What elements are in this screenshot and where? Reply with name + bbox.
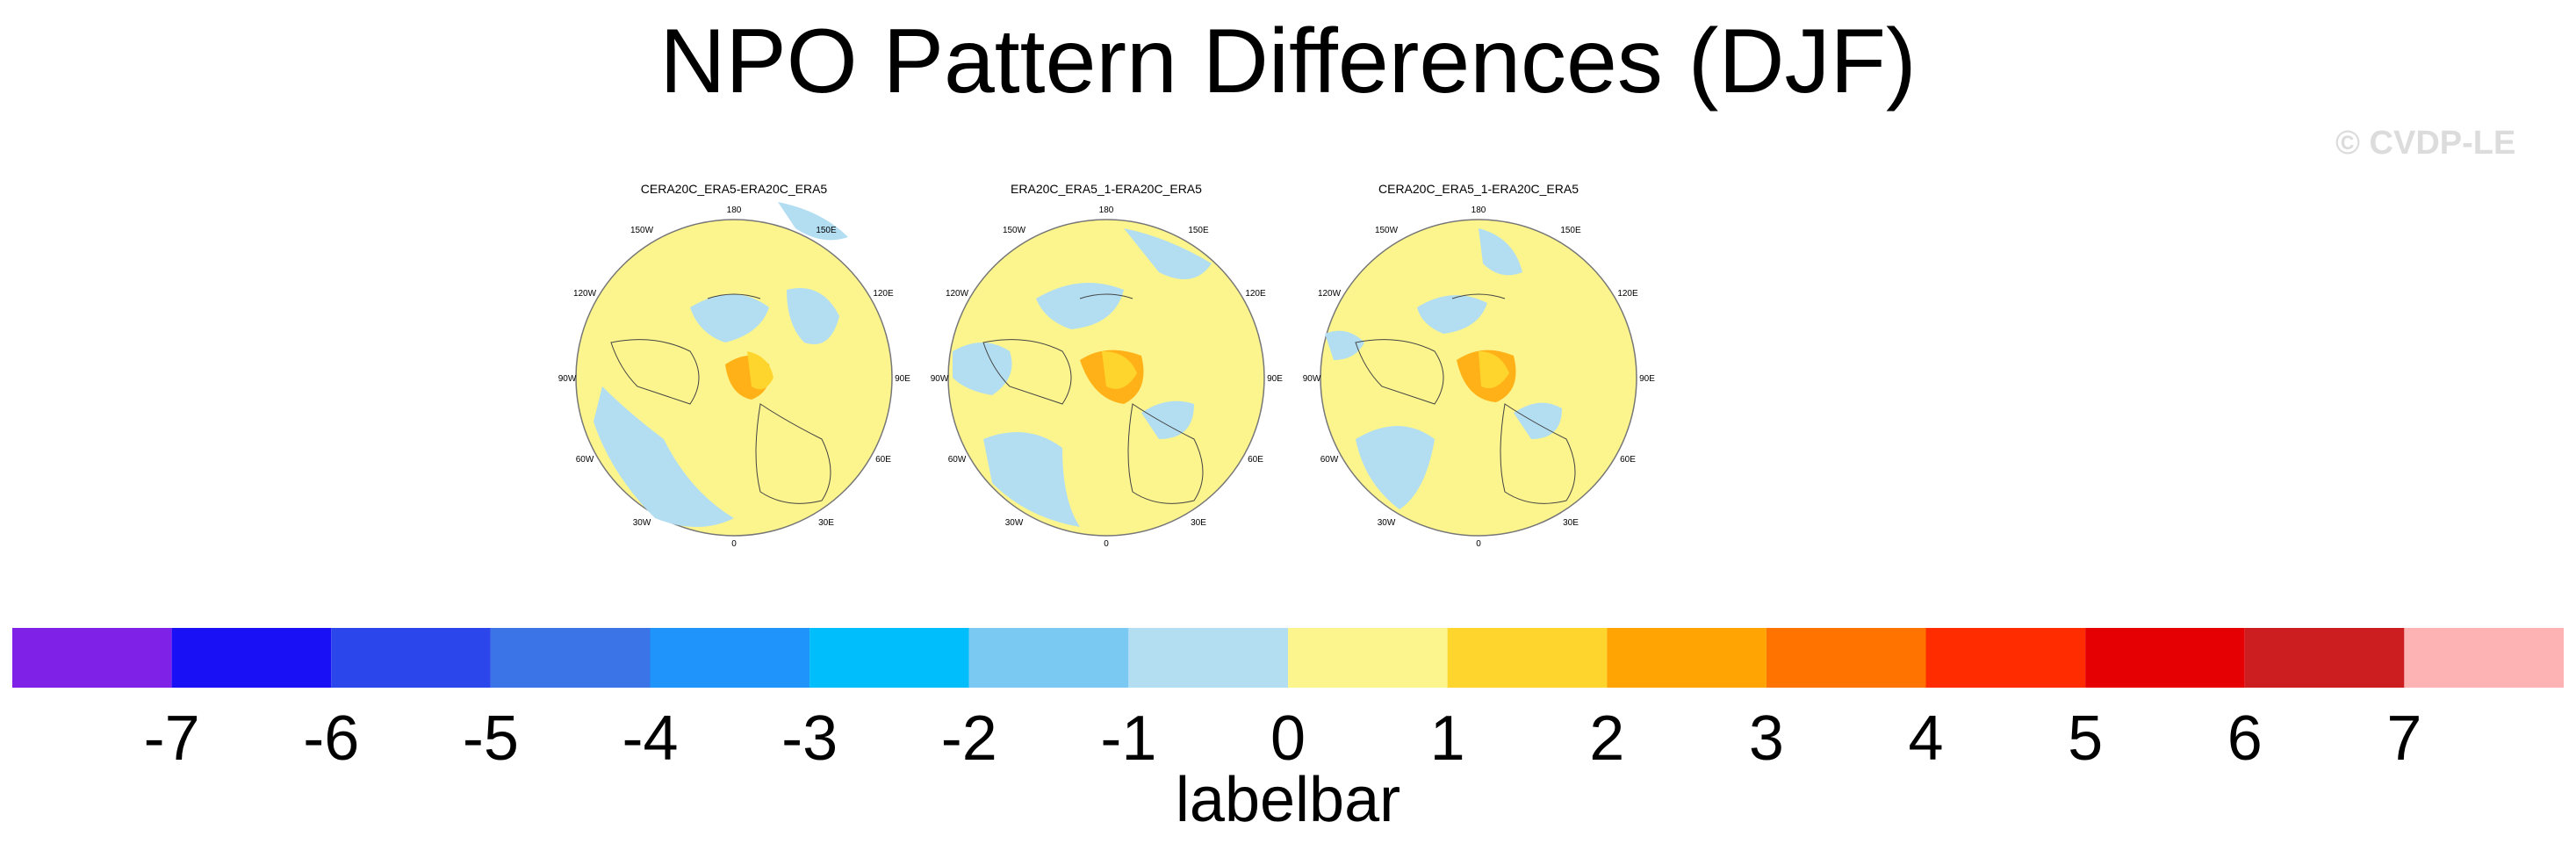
labelbar-swatch (1925, 628, 2086, 688)
panel-title: CERA20C_ERA5-ERA20C_ERA5 (641, 182, 828, 196)
labelbar-tick-label: 1 (1430, 703, 1465, 774)
labelbar-swatches (12, 628, 2564, 688)
labelbar-swatch (809, 628, 969, 688)
svg-text:150W: 150W (630, 226, 654, 235)
svg-text:150W: 150W (1003, 226, 1026, 235)
svg-text:0: 0 (1476, 539, 1481, 549)
labelbar-swatch (1288, 628, 1448, 688)
labelbar-tick-label: 4 (1908, 703, 1943, 774)
labelbar-swatch (2085, 628, 2245, 688)
svg-text:120E: 120E (873, 289, 894, 299)
svg-text:120E: 120E (1245, 289, 1266, 299)
map-panel-3: CERA20C_ERA5_1-ERA20C_ERA5 180 150W 150E… (1303, 182, 1656, 549)
longitude-labels: 180 150W 150E 120W 120E 90W 90E 60W 60E … (558, 206, 911, 549)
labelbar-tick-label: 0 (1270, 703, 1306, 774)
svg-text:0: 0 (731, 539, 737, 549)
labelbar-swatch (650, 628, 810, 688)
watermark: © CVDP-LE (2335, 125, 2516, 162)
svg-text:30E: 30E (1563, 518, 1579, 528)
svg-text:180: 180 (727, 206, 742, 215)
labelbar-swatch (171, 628, 332, 688)
panel-title: CERA20C_ERA5_1-ERA20C_ERA5 (1378, 182, 1579, 196)
svg-text:60W: 60W (1320, 455, 1339, 465)
svg-text:0: 0 (1104, 539, 1109, 549)
svg-text:30E: 30E (818, 518, 834, 528)
svg-text:150E: 150E (816, 226, 837, 235)
svg-text:150E: 150E (1188, 226, 1209, 235)
labelbar-tick-label: 5 (2068, 703, 2103, 774)
svg-text:90E: 90E (1267, 374, 1283, 384)
map-panel-2: ERA20C_ERA5_1-ERA20C_ERA5 180 150W 150E … (931, 182, 1284, 549)
svg-text:120W: 120W (1318, 289, 1342, 299)
labelbar-tick-label: 7 (2386, 703, 2421, 774)
labelbar-swatch (12, 628, 172, 688)
figure-title: NPO Pattern Differences (DJF) (659, 11, 1917, 112)
labelbar-ticks: -7 -6 -5 -4 -3 -2 -1 0 1 2 3 4 5 6 7 (144, 703, 2422, 774)
svg-text:120E: 120E (1617, 289, 1638, 299)
svg-text:60W: 60W (576, 455, 594, 465)
svg-text:60E: 60E (1248, 455, 1263, 465)
longitude-labels: 180 150W 150E 120W 120E 90W 90E 60W 60E … (1303, 206, 1656, 549)
labelbar-title: labelbar (1176, 765, 1400, 835)
labelbar-tick-label: 2 (1589, 703, 1624, 774)
labelbar-tick-label: -6 (303, 703, 359, 774)
labelbar-swatch (2404, 628, 2564, 688)
svg-text:150W: 150W (1375, 226, 1399, 235)
svg-text:30W: 30W (1005, 518, 1024, 528)
labelbar: -7 -6 -5 -4 -3 -2 -1 0 1 2 3 4 5 6 7 labelbar (12, 628, 2564, 835)
longitude-labels: 180 150W 150E 120W 120E 90W 90E 60W 60E … (931, 206, 1284, 549)
svg-text:90W: 90W (558, 374, 577, 384)
svg-text:90E: 90E (1639, 374, 1655, 384)
panel-title: ERA20C_ERA5_1-ERA20C_ERA5 (1011, 182, 1202, 196)
svg-text:90W: 90W (1303, 374, 1321, 384)
labelbar-tick-label: -3 (781, 703, 838, 774)
polar-map (947, 219, 1265, 537)
labelbar-swatch (1447, 628, 1608, 688)
labelbar-tick-label: -1 (1100, 703, 1156, 774)
svg-text:90W: 90W (931, 374, 949, 384)
svg-text:180: 180 (1099, 206, 1114, 215)
labelbar-tick-label: -2 (941, 703, 997, 774)
svg-text:60E: 60E (1620, 455, 1636, 465)
labelbar-swatch (1766, 628, 1926, 688)
svg-text:120W: 120W (946, 289, 969, 299)
labelbar-tick-label: 6 (2227, 703, 2263, 774)
svg-text:60W: 60W (948, 455, 967, 465)
labelbar-swatch (1607, 628, 1767, 688)
svg-text:60E: 60E (875, 455, 891, 465)
svg-text:180: 180 (1471, 206, 1486, 215)
svg-text:150E: 150E (1560, 226, 1581, 235)
labelbar-tick-label: -5 (463, 703, 519, 774)
svg-text:90E: 90E (895, 374, 910, 384)
labelbar-swatch (490, 628, 651, 688)
labelbar-swatch (2244, 628, 2405, 688)
polar-map (1320, 219, 1637, 537)
svg-text:30W: 30W (633, 518, 651, 528)
map-panel-1: CERA20C_ERA5-ERA20C_ERA5 180 150W 150E 1… (558, 182, 911, 549)
labelbar-swatch (1128, 628, 1288, 688)
polar-map (575, 202, 893, 537)
svg-text:30W: 30W (1378, 518, 1396, 528)
svg-text:30E: 30E (1191, 518, 1206, 528)
labelbar-swatch (968, 628, 1129, 688)
labelbar-tick-label: -4 (622, 703, 678, 774)
svg-text:120W: 120W (573, 289, 597, 299)
labelbar-swatch (331, 628, 491, 688)
labelbar-tick-label: -7 (144, 703, 200, 774)
labelbar-tick-label: 3 (1749, 703, 1784, 774)
